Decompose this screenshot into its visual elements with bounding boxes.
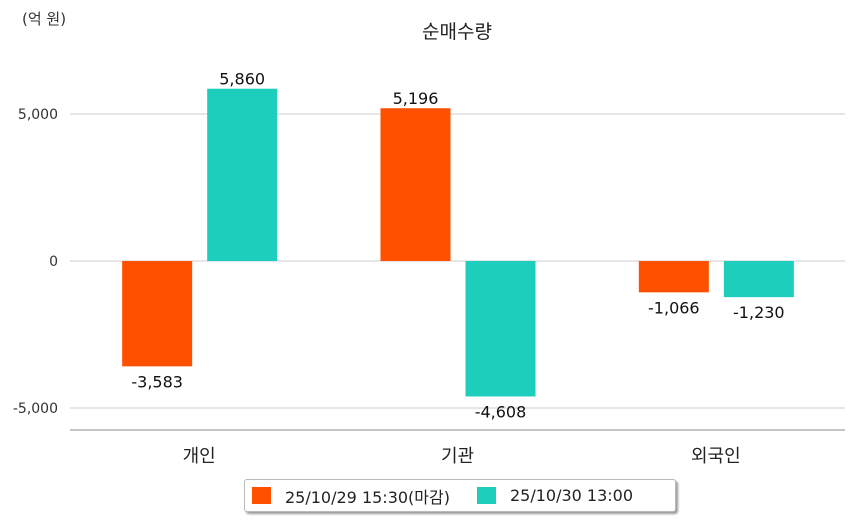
y-tick-label: 5,000	[18, 107, 58, 123]
data-label: 5,860	[219, 70, 265, 89]
bar	[723, 261, 794, 298]
data-label: -1,066	[648, 298, 700, 317]
data-label: 5,196	[393, 89, 439, 108]
bar	[465, 261, 536, 397]
x-tick-label: 개인	[183, 446, 216, 467]
bar	[207, 88, 278, 261]
x-tick-label: 외국인	[691, 446, 741, 467]
bar	[122, 261, 193, 367]
legend-swatch-2	[476, 487, 496, 504]
x-tick-label: 기관	[441, 446, 474, 467]
legend-item-series-1[interactable]: 25/10/29 15:30(마감)	[252, 484, 450, 508]
data-label: -3,583	[131, 372, 183, 391]
data-label: -1,230	[733, 303, 785, 322]
data-label: -4,608	[475, 402, 527, 421]
y-axis-unit: (억 원)	[22, 10, 66, 28]
legend-item-series-2[interactable]: 25/10/30 13:00	[476, 486, 634, 505]
bar	[638, 261, 709, 293]
legend-swatch-1	[252, 487, 271, 504]
bar	[380, 108, 451, 261]
legend-label-2: 25/10/30 13:00	[509, 486, 634, 505]
chart-title: 순매수량	[422, 21, 492, 43]
y-tick-label: -5,000	[13, 401, 58, 417]
y-tick-label: 0	[49, 254, 58, 270]
legend: 25/10/29 15:30(마감) 25/10/30 13:00	[244, 479, 676, 512]
legend-label-1: 25/10/29 15:30(마감)	[285, 487, 450, 507]
